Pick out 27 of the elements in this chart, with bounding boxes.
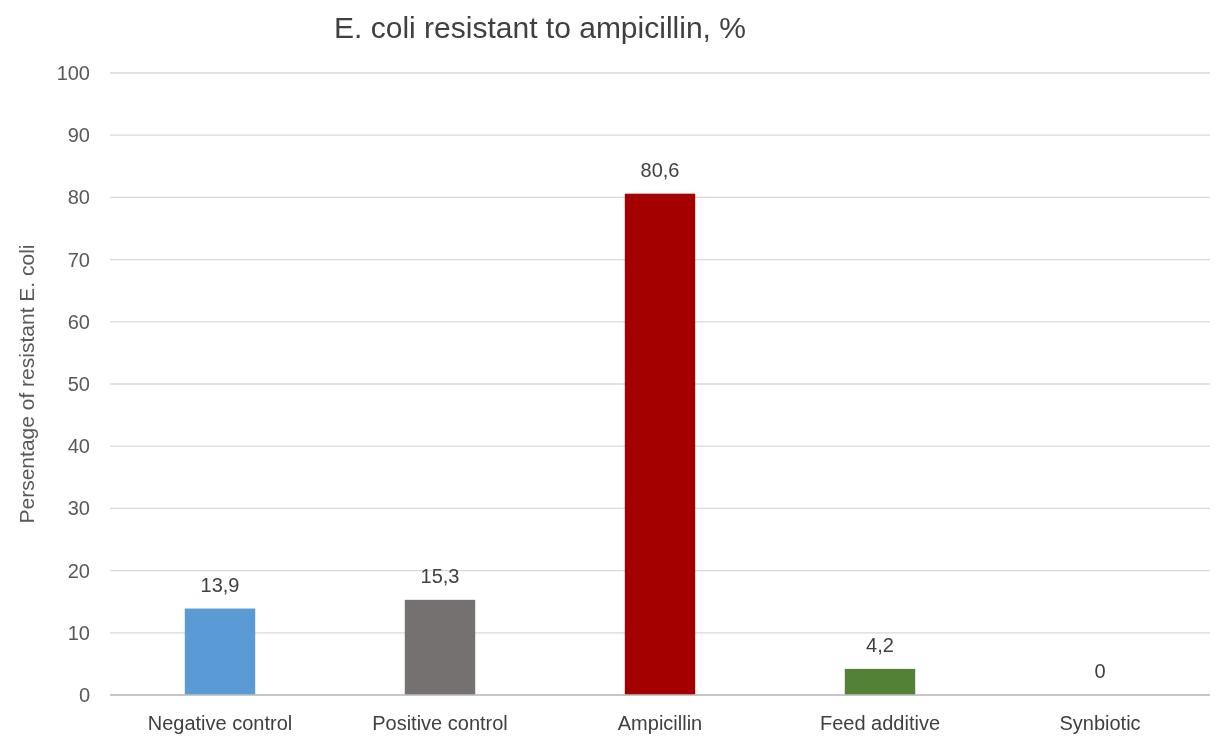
data-label: 80,6 bbox=[640, 158, 680, 181]
x-tick-label: Synbiotic bbox=[1059, 712, 1141, 734]
x-tick-label: Negative control bbox=[147, 712, 293, 734]
y-axis-title: Persentage of resistant E. coli bbox=[15, 244, 38, 524]
bar bbox=[404, 599, 476, 695]
bar bbox=[844, 668, 916, 695]
data-label: 13,9 bbox=[200, 573, 240, 596]
y-tick-label: 90 bbox=[67, 124, 90, 147]
y-tick-label: 20 bbox=[67, 559, 90, 582]
chart-title: E. coli resistant to ampicillin, % bbox=[334, 11, 746, 44]
bar bbox=[624, 193, 696, 695]
y-tick-label: 40 bbox=[67, 435, 90, 458]
bar bbox=[184, 608, 256, 695]
data-label: 15,3 bbox=[420, 564, 460, 587]
data-label: 0 bbox=[1094, 660, 1106, 682]
y-tick-label: 0 bbox=[78, 684, 90, 706]
x-tick-label: Ampicillin bbox=[617, 712, 703, 734]
y-tick-label: 60 bbox=[67, 310, 90, 333]
y-tick-label: 50 bbox=[67, 373, 90, 395]
x-tick-label: Positive control bbox=[372, 712, 508, 734]
y-tick-label: 80 bbox=[67, 186, 90, 209]
y-tick-label: 10 bbox=[67, 621, 90, 644]
data-label: 4,2 bbox=[866, 633, 894, 656]
y-tick-label: 100 bbox=[56, 62, 90, 84]
y-tick-label: 30 bbox=[67, 497, 90, 520]
y-tick-label: 70 bbox=[67, 248, 90, 271]
x-tick-label: Feed additive bbox=[819, 712, 941, 734]
